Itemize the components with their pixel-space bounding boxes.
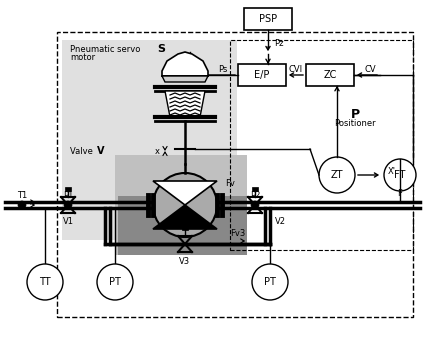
Text: Pz: Pz: [274, 40, 283, 48]
Circle shape: [384, 159, 416, 191]
Text: V2: V2: [275, 217, 286, 225]
Circle shape: [97, 264, 133, 300]
Text: PSP: PSP: [259, 14, 277, 24]
Bar: [244, 8, 292, 30]
Bar: [238, 64, 286, 86]
Circle shape: [252, 264, 288, 300]
Text: CV: CV: [364, 65, 376, 75]
Bar: [65, 187, 71, 191]
Text: Valve: Valve: [70, 146, 96, 156]
Text: Fv3: Fv3: [230, 230, 245, 239]
Text: x: x: [155, 146, 160, 156]
Text: ZC: ZC: [323, 70, 337, 80]
Text: E/P: E/P: [254, 70, 270, 80]
Text: V: V: [97, 146, 105, 156]
Text: F: F: [397, 190, 402, 199]
Circle shape: [319, 157, 355, 193]
Circle shape: [64, 201, 72, 209]
Text: P2: P2: [250, 192, 260, 200]
Bar: [115, 155, 247, 255]
Polygon shape: [153, 181, 217, 205]
Bar: [182, 226, 188, 230]
Text: V1: V1: [62, 217, 74, 225]
Text: P1: P1: [63, 192, 73, 200]
Text: P: P: [351, 107, 360, 120]
Bar: [57, 32, 413, 317]
Text: S: S: [157, 44, 165, 54]
Text: PT: PT: [264, 277, 276, 287]
Polygon shape: [153, 205, 217, 229]
Text: CVI: CVI: [289, 65, 303, 75]
Polygon shape: [165, 91, 205, 117]
Text: V3: V3: [179, 258, 190, 266]
Text: TT: TT: [39, 277, 51, 287]
Bar: [118, 196, 247, 255]
Bar: [230, 40, 413, 250]
Text: T1: T1: [17, 192, 27, 200]
Circle shape: [27, 264, 63, 300]
Text: X': X': [388, 167, 396, 177]
Polygon shape: [162, 76, 208, 82]
Circle shape: [18, 201, 26, 209]
Text: Positioner: Positioner: [334, 120, 376, 128]
Circle shape: [153, 173, 217, 237]
Text: Fv: Fv: [225, 179, 235, 188]
Polygon shape: [162, 52, 208, 76]
Text: motor: motor: [70, 53, 95, 61]
Bar: [252, 187, 258, 191]
Text: Pneumatic servo: Pneumatic servo: [70, 44, 140, 54]
Text: ZT: ZT: [331, 170, 343, 180]
Bar: [306, 64, 354, 86]
Bar: [62, 40, 237, 240]
Text: PT: PT: [109, 277, 121, 287]
Circle shape: [251, 201, 259, 209]
Text: FT: FT: [394, 170, 406, 180]
Text: Ps: Ps: [218, 65, 228, 75]
